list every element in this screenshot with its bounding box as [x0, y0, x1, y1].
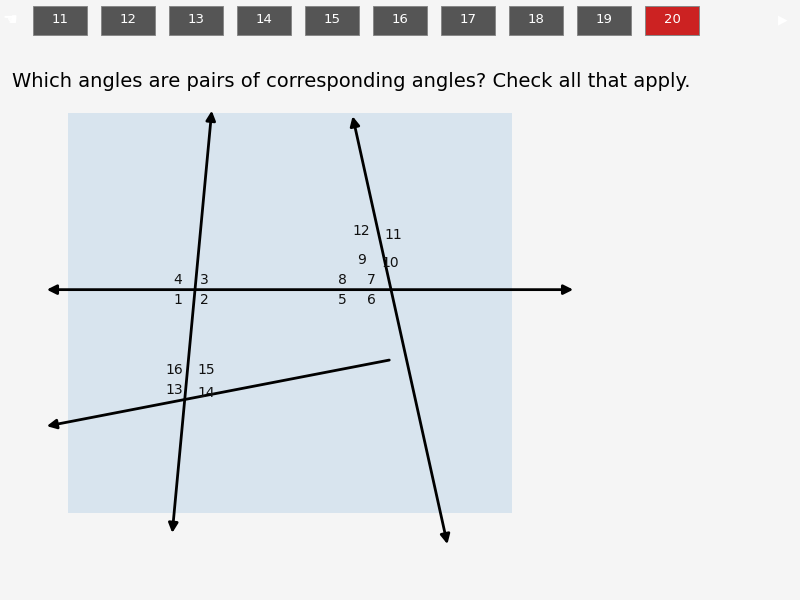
Text: 14: 14 [255, 13, 273, 26]
Text: Which angles are pairs of corresponding angles? Check all that apply.: Which angles are pairs of corresponding … [12, 71, 690, 91]
Text: 3: 3 [201, 273, 209, 287]
Text: 17: 17 [459, 13, 477, 26]
Text: 10: 10 [382, 256, 399, 270]
Text: 6: 6 [366, 293, 376, 307]
Text: 5: 5 [338, 293, 346, 307]
Text: 14: 14 [198, 386, 215, 400]
Text: 18: 18 [527, 13, 545, 26]
Text: 12: 12 [119, 13, 137, 26]
Bar [237, 6, 291, 35]
Bar [68, 113, 512, 514]
Text: ☚: ☚ [3, 11, 18, 29]
Bar [101, 6, 155, 35]
Text: 9: 9 [357, 253, 366, 267]
Bar [441, 6, 495, 35]
Text: 2: 2 [201, 293, 209, 307]
Text: 12: 12 [353, 224, 370, 238]
Bar [305, 6, 359, 35]
Text: 15: 15 [198, 362, 215, 377]
Text: 19: 19 [595, 13, 613, 26]
Text: 20: 20 [663, 13, 681, 26]
Bar [577, 6, 631, 35]
Text: 16: 16 [391, 13, 409, 26]
Text: 13: 13 [187, 13, 205, 26]
Text: 7: 7 [367, 273, 375, 287]
Bar [509, 6, 563, 35]
Bar [33, 6, 87, 35]
Text: 1: 1 [173, 293, 182, 307]
Text: 11: 11 [385, 229, 402, 242]
Bar [169, 6, 223, 35]
Bar [645, 6, 699, 35]
Text: 13: 13 [166, 383, 183, 397]
Text: 11: 11 [51, 13, 69, 26]
Bar [373, 6, 427, 35]
Text: 16: 16 [166, 362, 183, 377]
Text: 15: 15 [323, 13, 341, 26]
Text: 4: 4 [174, 273, 182, 287]
Text: ▶: ▶ [778, 14, 787, 27]
Text: 8: 8 [338, 273, 347, 287]
